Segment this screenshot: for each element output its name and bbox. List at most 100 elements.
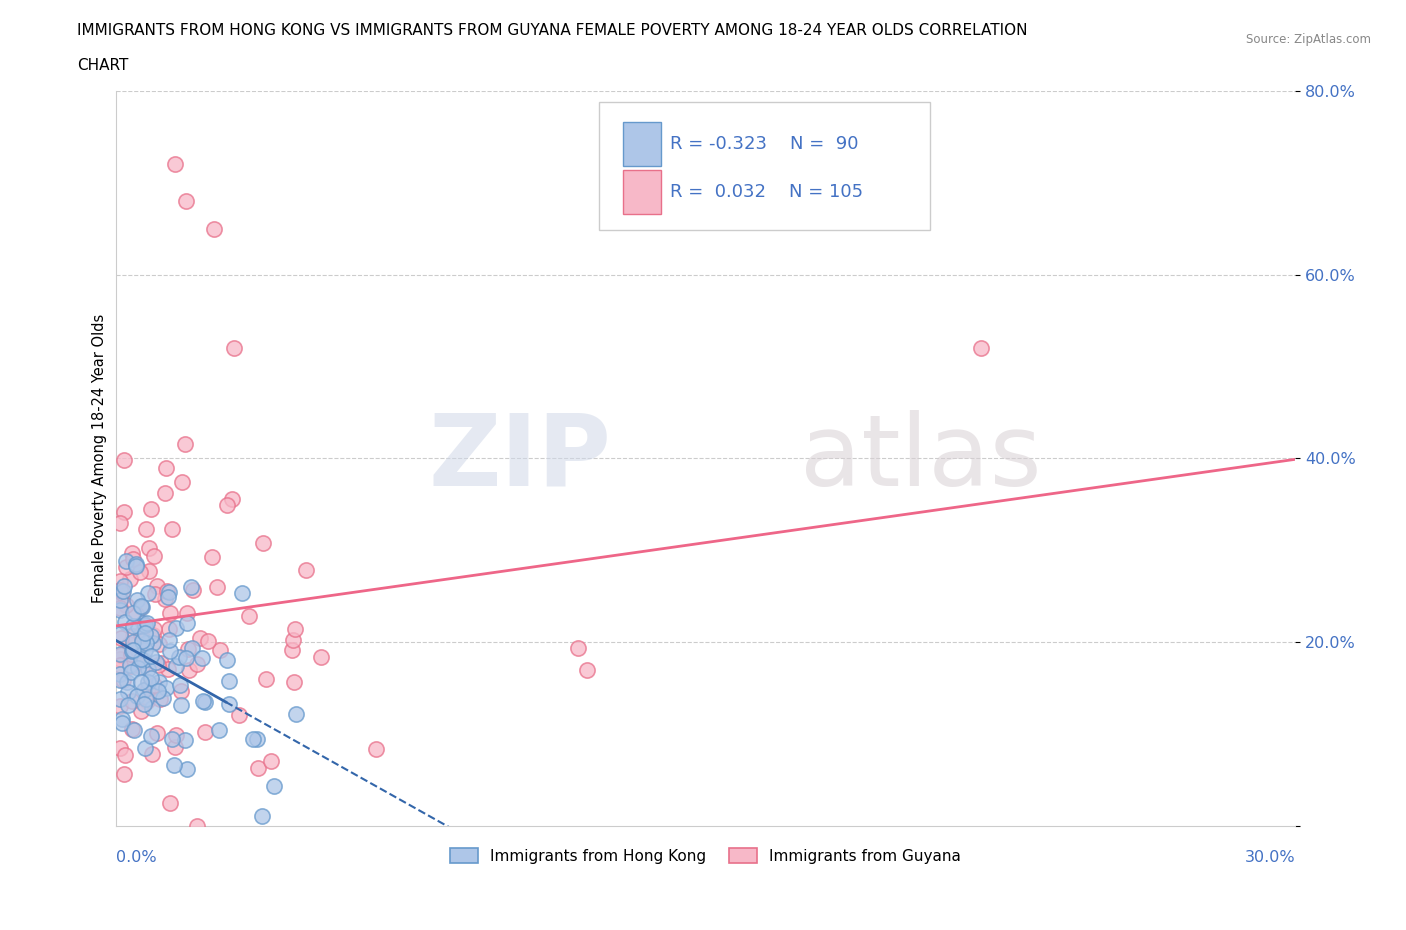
Point (364, 741, 387, 756)
Point (122, 551, 145, 566)
Point (108, 740, 131, 755)
Point (169, 677, 191, 692)
Point (252, 809, 274, 824)
Point (205, 579, 228, 594)
Point (117, 698, 139, 713)
Point (208, 723, 231, 737)
Point (118, 571, 141, 586)
Point (135, 635, 157, 650)
Point (138, 540, 160, 555)
Point (146, 578, 169, 593)
Point (125, 557, 148, 572)
Text: Source: ZipAtlas.com: Source: ZipAtlas.com (1246, 33, 1371, 46)
Point (181, 582, 204, 597)
Point (121, 644, 143, 658)
Point (108, 574, 131, 589)
Point (218, 697, 240, 711)
Point (129, 652, 152, 667)
Point (112, 766, 135, 781)
Point (246, 731, 269, 746)
Point (139, 728, 162, 743)
Point (157, 622, 180, 637)
Point (169, 649, 191, 664)
Point (170, 684, 193, 698)
Point (138, 661, 160, 676)
Point (283, 674, 305, 689)
Point (165, 659, 187, 674)
Point (120, 646, 142, 661)
Point (180, 579, 202, 594)
Point (150, 656, 173, 671)
Point (115, 674, 138, 689)
Point (110, 692, 132, 707)
Point (170, 474, 193, 489)
Point (111, 672, 134, 687)
Point (108, 672, 131, 687)
Point (252, 536, 274, 551)
Point (174, 650, 197, 665)
Point (208, 643, 231, 658)
Point (218, 673, 240, 688)
Point (281, 632, 304, 647)
Point (176, 193, 198, 208)
Point (177, 662, 200, 677)
Point (108, 582, 131, 597)
Point (108, 698, 131, 713)
Point (165, 727, 187, 742)
Point (139, 502, 162, 517)
Point (112, 578, 135, 593)
Point (141, 700, 163, 715)
Point (110, 648, 132, 663)
Point (110, 586, 132, 601)
Point (191, 694, 214, 709)
Point (215, 498, 238, 512)
Point (155, 681, 177, 696)
Point (142, 627, 165, 642)
Point (131, 634, 153, 649)
Point (108, 592, 131, 607)
Point (567, 641, 589, 656)
Point (201, 550, 224, 565)
Point (117, 684, 139, 699)
Point (136, 674, 159, 689)
Point (295, 563, 318, 578)
Point (281, 643, 304, 658)
Point (108, 601, 131, 616)
Point (129, 627, 152, 642)
Point (127, 592, 149, 607)
Point (173, 733, 195, 748)
Point (222, 340, 245, 355)
Point (190, 650, 212, 665)
Point (238, 608, 260, 623)
Point (284, 707, 307, 722)
Text: atlas: atlas (800, 410, 1042, 507)
Point (129, 565, 152, 579)
Point (194, 724, 217, 739)
Point (160, 731, 183, 746)
Point (145, 655, 167, 670)
Point (136, 681, 159, 696)
Point (114, 615, 136, 630)
Point (217, 653, 239, 668)
Point (202, 221, 225, 236)
Point (129, 598, 152, 613)
Point (134, 618, 156, 632)
Point (176, 762, 198, 777)
Point (139, 648, 162, 663)
Point (108, 626, 131, 641)
Legend: Immigrants from Hong Kong, Immigrants from Guyana: Immigrants from Hong Kong, Immigrants fr… (444, 842, 967, 870)
Point (159, 644, 181, 658)
Point (156, 661, 179, 676)
Point (148, 674, 170, 689)
Point (159, 606, 181, 621)
Point (146, 684, 169, 698)
Point (120, 658, 142, 672)
Point (134, 682, 156, 697)
Point (108, 652, 131, 667)
Point (284, 622, 307, 637)
Point (170, 698, 193, 712)
Point (127, 660, 149, 675)
Point (197, 633, 219, 648)
Point (188, 631, 211, 645)
Point (159, 796, 181, 811)
